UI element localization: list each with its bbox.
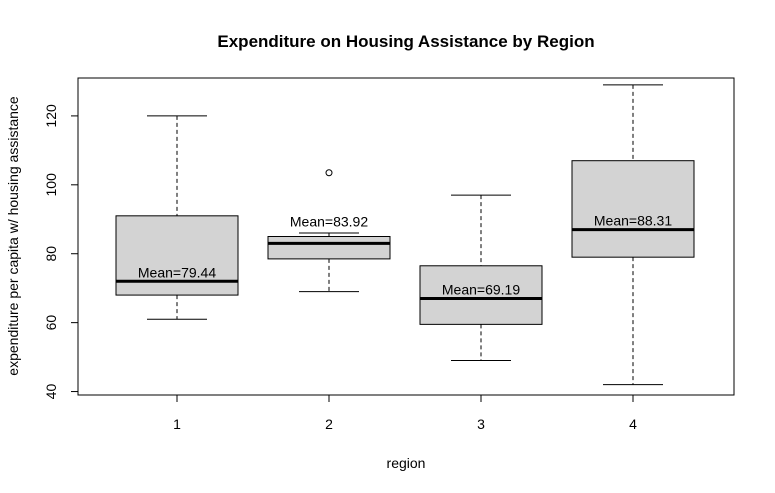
y-tick-label: 100 (43, 173, 59, 197)
x-tick-label: 3 (477, 416, 485, 432)
x-tick-label: 4 (629, 416, 637, 432)
y-tick-label: 120 (43, 104, 59, 128)
mean-label: Mean=83.92 (290, 214, 368, 230)
box-group-2: Mean=83.92 (267, 169, 391, 293)
box (419, 265, 543, 325)
boxes: Mean=79.44 Mean=83.92 Mean=69.19 Mean=88.31 (115, 84, 695, 386)
outlier-point (325, 169, 333, 177)
x-axis: 1 2 3 4 (173, 394, 637, 432)
x-axis-label: region (387, 455, 426, 471)
y-tick-label: 80 (43, 246, 59, 262)
y-tick-label: 40 (43, 384, 59, 400)
box-group-1: Mean=79.44 (115, 115, 239, 320)
mean-label: Mean=88.31 (594, 213, 672, 229)
box (267, 236, 391, 260)
x-tick-label: 2 (325, 416, 333, 432)
y-tick-label: 60 (43, 315, 59, 331)
box (115, 215, 239, 296)
box-group-4: Mean=88.31 (571, 84, 695, 386)
x-tick-label: 1 (173, 416, 181, 432)
mean-label: Mean=79.44 (138, 264, 216, 280)
y-axis: 40 60 80 100 120 (43, 104, 79, 400)
y-axis-label: expenditure per capita w/ housing assist… (5, 96, 21, 376)
chart-title: Expenditure on Housing Assistance by Reg… (217, 32, 594, 51)
box-group-3: Mean=69.19 (419, 194, 543, 362)
mean-label: Mean=69.19 (442, 282, 520, 298)
box (571, 160, 695, 258)
